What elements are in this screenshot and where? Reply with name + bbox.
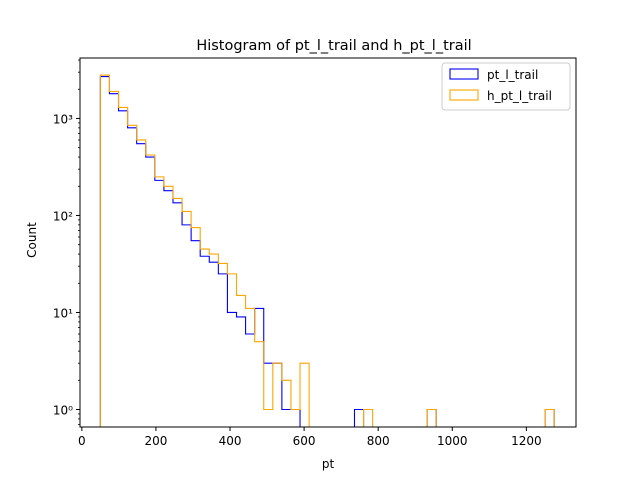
series-layer [99, 74, 555, 427]
axes-layer: 0 200 400 600 800 1000 1200 10⁰ 10¹ 10² 10³ [53, 57, 577, 448]
legend-box [441, 62, 571, 111]
x-tick-label-600: 600 [293, 434, 316, 448]
y-axis-label: Count [25, 222, 39, 258]
legend-swatch-2 [449, 89, 479, 101]
x-tick-label-1200: 1200 [511, 434, 542, 448]
y-tick-label-100: 10² [53, 209, 73, 223]
x-tick-label-800: 800 [367, 434, 390, 448]
x-axis-label: pt [322, 457, 335, 471]
series-h-pt-l-trail-outline [99, 74, 555, 427]
legend-label-1: pt_l_trail [487, 68, 538, 82]
x-tick-label-400: 400 [219, 434, 242, 448]
y-tick-label-1: 10⁰ [53, 403, 73, 417]
x-tick-label-200: 200 [144, 434, 167, 448]
y-tick-label-10: 10¹ [53, 306, 73, 320]
y-tick-label-1000: 10³ [53, 112, 73, 126]
x-tick-label-0: 0 [78, 434, 86, 448]
legend-label-2: h_pt_l_trail [487, 89, 552, 103]
plot-frame [79, 57, 577, 428]
chart-title: Histogram of pt_l_trail and h_pt_l_trail [196, 38, 471, 54]
legend-swatch-1 [449, 68, 479, 80]
legend: pt_l_trail h_pt_l_trail [441, 62, 571, 111]
x-tick-label-1000: 1000 [437, 434, 468, 448]
